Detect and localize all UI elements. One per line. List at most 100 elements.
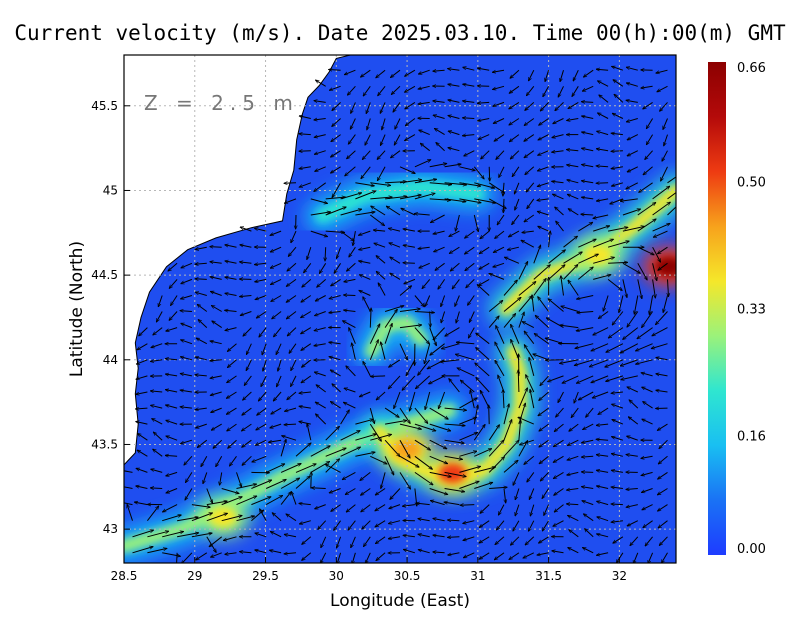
velocity-arrow-336 [226, 407, 237, 414]
velocity-arrow-630 [376, 271, 386, 280]
velocity-arrow-704 [493, 246, 505, 252]
velocity-arrow-959 [493, 85, 505, 89]
velocity-arrow-731 [465, 230, 475, 238]
velocity-arrow-512 [166, 327, 178, 332]
velocity-arrow-4 [181, 552, 193, 563]
velocity-arrow-644 [593, 275, 611, 280]
velocity-arrow-811 [503, 182, 504, 196]
velocity-arrow-846 [643, 166, 653, 175]
velocity-arrow-357 [538, 407, 549, 416]
velocity-arrow-664 [376, 256, 386, 264]
velocity-arrow-549 [197, 304, 208, 312]
velocity-arrow-217 [596, 470, 609, 473]
velocity-arrow-744 [653, 230, 668, 237]
velocity-arrow-718 [270, 230, 282, 235]
velocity-arrow-233 [310, 446, 330, 457]
velocity-arrow-494 [430, 343, 445, 356]
velocity-arrow-129 [389, 504, 401, 509]
velocity-arrow-500 [524, 331, 535, 345]
velocity-arrow-648 [652, 279, 656, 298]
velocity-arrow-321 [539, 423, 549, 431]
velocity-arrow-949 [347, 85, 356, 95]
velocity-arrow-43 [209, 536, 223, 547]
velocity-arrow-378 [316, 385, 327, 393]
y-tick-label-2: 44 [103, 353, 118, 367]
velocity-arrow-289 [596, 439, 609, 440]
velocity-arrow-670 [465, 262, 475, 270]
land-mass [124, 55, 351, 466]
velocity-arrow-831 [429, 164, 447, 168]
velocity-arrow-525 [370, 308, 371, 328]
velocity-arrow-75 [147, 506, 158, 522]
velocity-arrow-917 [582, 116, 594, 119]
velocity-arrow-504 [575, 343, 594, 349]
velocity-arrow-298 [196, 423, 207, 428]
velocity-arrow-948 [329, 85, 341, 90]
velocity-arrow-451 [329, 357, 341, 361]
velocity-arrow-892 [582, 132, 594, 136]
x-tick-label-0: 28.5 [111, 569, 138, 583]
velocity-arrow-38 [147, 531, 168, 538]
velocity-arrow-780 [429, 199, 451, 200]
velocity-arrow-697 [389, 243, 401, 248]
velocity-arrow-202 [381, 472, 386, 488]
velocity-arrow-553 [256, 311, 267, 319]
velocity-arrow-531 [445, 327, 460, 337]
velocity-arrow-227 [216, 456, 223, 466]
velocity-arrow-877 [365, 134, 371, 146]
velocity-arrow-335 [211, 407, 222, 412]
velocity-arrow-127 [361, 504, 371, 512]
velocity-arrow-678 [593, 257, 614, 264]
velocity-arrow-224 [165, 455, 178, 456]
velocity-arrow-934 [477, 102, 490, 103]
velocity-arrow-313 [429, 423, 451, 431]
velocity-arrow-84 [272, 513, 282, 522]
velocity-arrow-138 [530, 504, 535, 516]
y-axis-ticks: 43 43.5 44 44.5 45 45.5 [91, 99, 130, 536]
velocity-arrow-28 [537, 552, 549, 555]
velocity-arrow-830 [414, 160, 431, 168]
velocity-arrow-210 [503, 460, 518, 473]
velocity-arrow-505 [591, 343, 609, 351]
velocity-arrow-315 [459, 417, 476, 425]
velocity-arrow-157 [265, 479, 286, 489]
velocity-arrow-393 [539, 391, 549, 401]
velocity-arrow-801 [355, 182, 374, 186]
velocity-arrow-812 [514, 182, 520, 194]
velocity-arrow-585 [210, 291, 222, 296]
velocity-arrow-481 [246, 343, 252, 355]
velocity-arrow-191 [220, 472, 223, 485]
velocity-arrow-836 [499, 166, 505, 178]
velocity-arrow-271 [340, 431, 361, 441]
velocity-arrow-919 [612, 113, 624, 119]
velocity-arrow-187 [151, 469, 163, 473]
velocity-arrow-179 [581, 487, 594, 489]
velocity-arrow-173 [504, 488, 506, 504]
velocity-arrow-73 [659, 536, 668, 546]
velocity-arrow-862 [510, 150, 520, 159]
velocity-arrow-684 [195, 246, 207, 249]
velocity-arrow-761 [524, 214, 535, 222]
hotspot-core-1 [438, 463, 467, 484]
velocity-arrow-739 [593, 226, 610, 232]
velocity-arrow-204 [414, 471, 433, 485]
velocity-arrow-161 [311, 488, 326, 489]
velocity-arrow-428 [529, 357, 535, 377]
y-axis-label: Latitude (North) [67, 241, 87, 377]
velocity-arrow-256 [641, 455, 653, 458]
velocity-arrow-184 [657, 488, 668, 495]
plot-frame [123, 54, 677, 564]
y-tick-label-5: 45.5 [91, 99, 118, 113]
velocity-arrow-495 [441, 343, 460, 349]
velocity-arrow-532 [468, 327, 475, 338]
velocity-arrow-387 [449, 379, 460, 393]
velocity-arrow-126 [346, 504, 356, 512]
velocity-arrow-936 [509, 101, 520, 109]
velocity-arrow-11 [284, 553, 297, 554]
velocity-arrow-874 [314, 134, 326, 138]
velocity-arrow-619 [210, 277, 222, 280]
velocity-arrow-631 [390, 273, 401, 280]
velocity-arrow-490 [384, 323, 392, 344]
velocity-arrow-433 [591, 375, 609, 383]
velocity-arrow-982 [492, 69, 505, 72]
